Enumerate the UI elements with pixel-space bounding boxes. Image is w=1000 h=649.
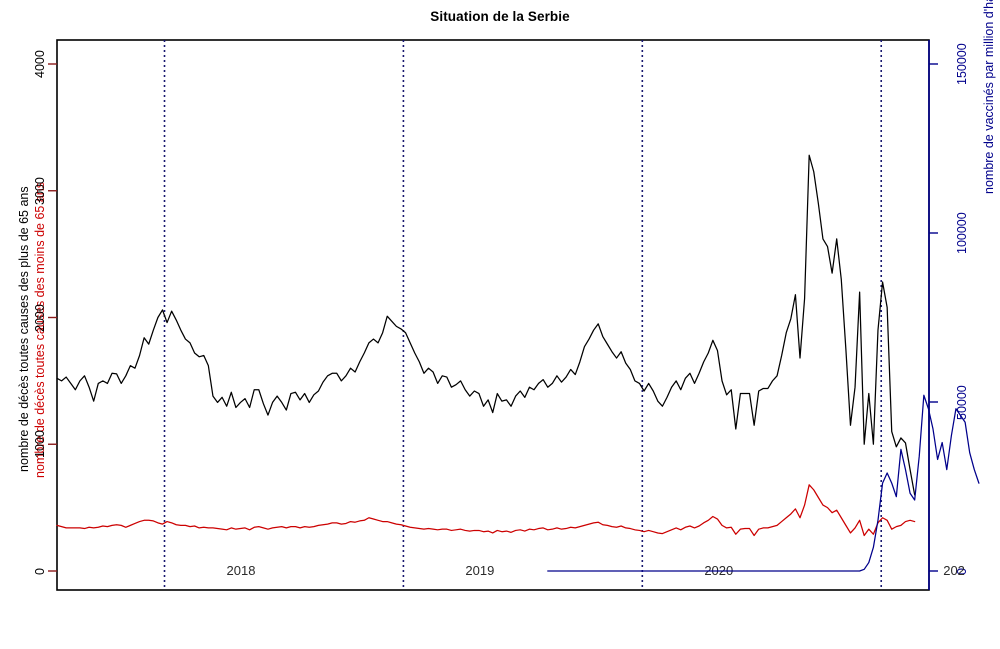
chart-title: Situation de la Serbie bbox=[430, 9, 570, 24]
x-tick-2019: 2019 bbox=[465, 563, 495, 578]
axis-ticks bbox=[48, 40, 938, 590]
x-tick-2018: 2018 bbox=[226, 563, 256, 578]
plot-frame bbox=[56, 39, 930, 591]
x-tick-202: 202 bbox=[943, 563, 965, 578]
data-series-layer bbox=[56, 154, 980, 572]
year-separator-lines bbox=[163, 40, 883, 590]
